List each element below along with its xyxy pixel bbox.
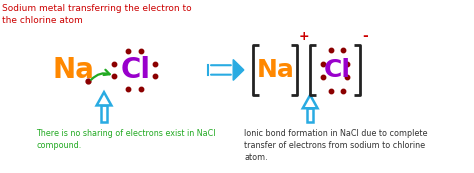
Text: There is no sharing of electrons exist in NaCl
compound.: There is no sharing of electrons exist i… [36,129,216,150]
Text: -: - [362,29,368,43]
Polygon shape [101,105,107,122]
Polygon shape [233,60,244,80]
Text: Na: Na [256,58,294,82]
Text: Na: Na [52,56,94,84]
Polygon shape [303,95,318,108]
Polygon shape [97,92,111,105]
Text: +: + [299,30,310,43]
Text: Cl: Cl [120,56,150,84]
Polygon shape [307,108,313,122]
Text: Ionic bond formation in NaCl due to complete
transfer of electrons from sodium t: Ionic bond formation in NaCl due to comp… [244,129,428,162]
Text: Sodium metal transferring the electron to
the chlorine atom: Sodium metal transferring the electron t… [2,4,192,25]
Text: Cl: Cl [324,58,351,82]
